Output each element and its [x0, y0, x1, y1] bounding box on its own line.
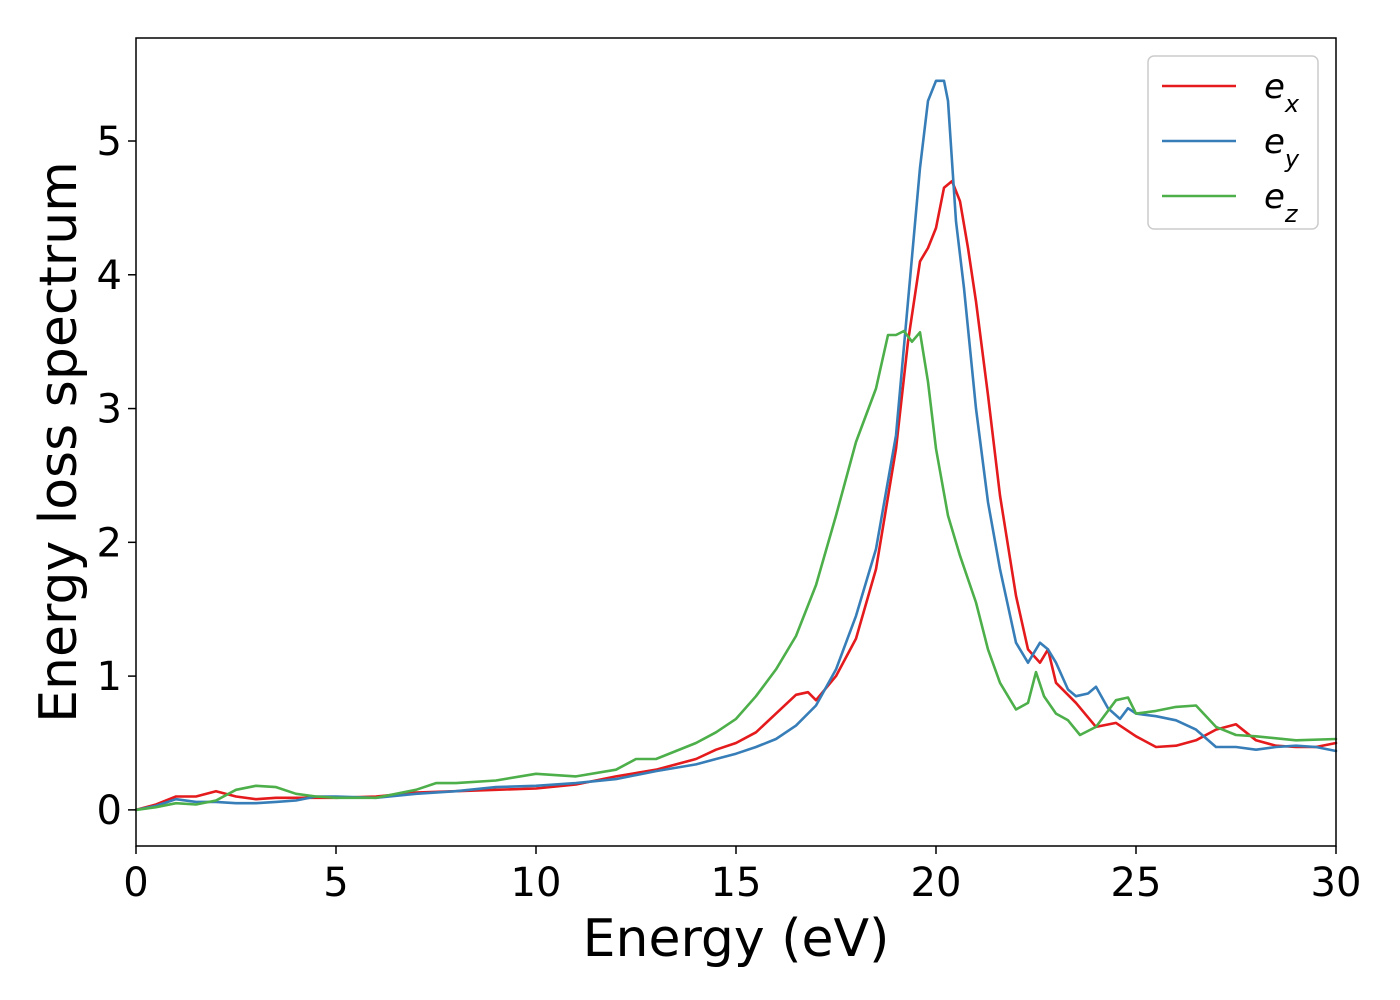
y-tick-label: 1	[97, 654, 122, 700]
x-tick-label: 5	[323, 860, 348, 906]
legend-label-y: ey	[1264, 122, 1300, 173]
series-line-z	[134, 329, 1338, 812]
x-tick-label: 25	[1111, 860, 1162, 906]
x-tick-label: 30	[1311, 860, 1362, 906]
x-tick-label: 10	[511, 860, 562, 906]
x-tick-label: 15	[711, 860, 762, 906]
legend-label-x: ex	[1264, 67, 1300, 118]
ticks-layer: 0 5 10 15 20 25 30 0 1 2 3 4 5	[97, 119, 1362, 906]
x-tick-label: 0	[123, 860, 148, 906]
legend-box	[1147, 55, 1319, 230]
legend-label-z: ez	[1264, 177, 1299, 228]
y-tick-label: 4	[97, 253, 122, 299]
x-tick-label: 20	[911, 860, 962, 906]
y-tick-label: 3	[97, 387, 122, 433]
y-tick-label: 5	[97, 119, 122, 165]
series-layer	[134, 79, 1338, 812]
x-axis-title: Energy (eV)	[583, 909, 890, 969]
y-tick-label: 2	[97, 520, 122, 566]
y-tick-label: 0	[97, 788, 122, 834]
y-axis-title: Energy loss spectrum	[29, 161, 89, 723]
